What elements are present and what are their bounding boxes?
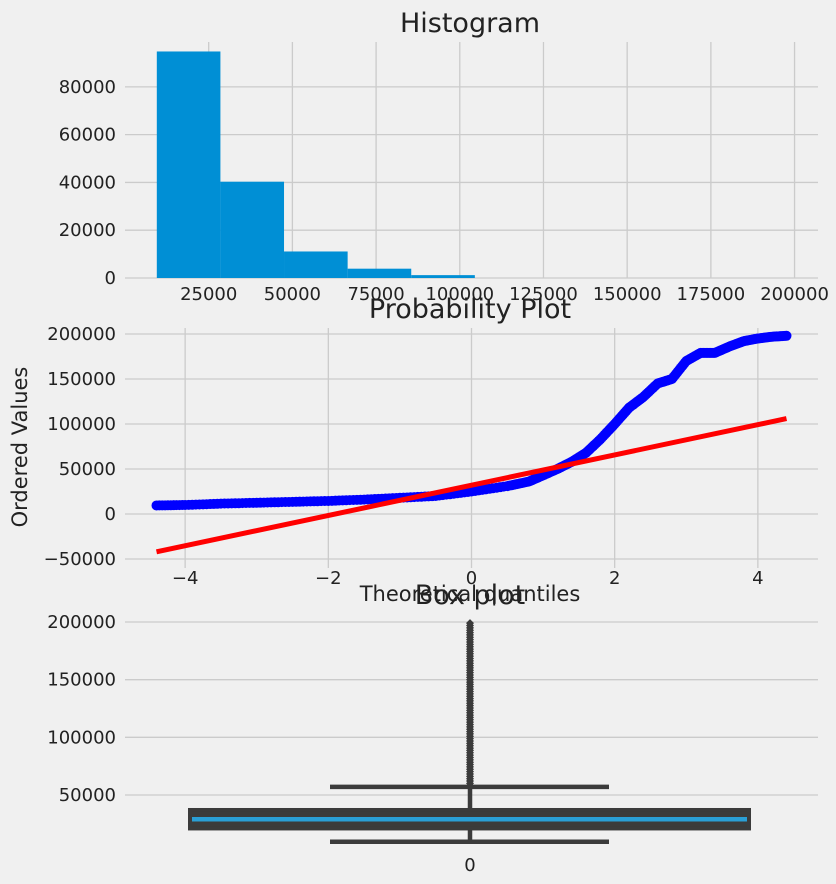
histogram-bar xyxy=(284,251,348,278)
x-tick-label: 25000 xyxy=(180,284,237,305)
x-tick-label: 4 xyxy=(752,568,763,589)
x-tick-label: −2 xyxy=(315,568,342,589)
x-tick-label: 150000 xyxy=(593,284,662,305)
y-tick-label: 50000 xyxy=(59,459,116,480)
y-tick-label: 100000 xyxy=(47,727,116,748)
probability-plot-xlabel: Theoretical quantiles xyxy=(359,582,581,606)
probability-plot-y-ticks: −50000 0 50000 100000 150000 200000 xyxy=(44,324,116,570)
x-tick-label: 125000 xyxy=(509,284,578,305)
histogram-bar xyxy=(411,275,475,278)
x-tick-label: 50000 xyxy=(264,284,321,305)
box-plot-y-ticks: 50000 100000 150000 200000 xyxy=(47,612,116,806)
x-tick-label: 175000 xyxy=(677,284,746,305)
y-tick-label: −50000 xyxy=(44,549,116,570)
outlier-marker xyxy=(466,619,474,628)
histogram-bar xyxy=(156,51,221,279)
x-tick-label: 0 xyxy=(464,855,475,876)
y-tick-label: 150000 xyxy=(47,670,116,691)
probability-plot-axes: −4 −2 0 2 4 −50000 0 50000 100000 150000 200000 T… xyxy=(8,294,818,606)
y-tick-label: 80000 xyxy=(59,77,116,98)
x-tick-label: −4 xyxy=(172,568,199,589)
probability-point xyxy=(781,330,792,341)
histogram-title: Histogram xyxy=(400,8,540,39)
y-tick-label: 200000 xyxy=(47,612,116,633)
histogram-bar xyxy=(220,181,285,278)
histogram-bars xyxy=(156,51,475,279)
y-tick-label: 20000 xyxy=(59,220,116,241)
y-tick-label: 60000 xyxy=(59,125,116,146)
probability-plot-grid xyxy=(125,328,818,568)
fit-line xyxy=(155,416,788,555)
x-tick-label: 75000 xyxy=(347,284,404,305)
y-tick-label: 150000 xyxy=(47,369,116,390)
x-tick-label: 2 xyxy=(609,568,620,589)
histogram-axes: 25000 50000 75000 100000 125000 150000 175000 2… xyxy=(59,8,829,305)
x-tick-label: 100000 xyxy=(425,284,494,305)
x-tick-label: 200000 xyxy=(760,284,829,305)
y-tick-label: 50000 xyxy=(59,785,116,806)
probability-plot-x-ticks: −4 −2 0 2 4 xyxy=(172,568,764,589)
histogram-y-ticks: 0 20000 40000 60000 80000 xyxy=(59,77,116,289)
probability-plot-title: Probability Plot xyxy=(369,294,571,325)
box-plot-title: Box plot xyxy=(415,580,526,611)
y-tick-label: 200000 xyxy=(47,324,116,345)
probability-plot-ylabel: Ordered Values xyxy=(8,367,32,528)
histogram-bar xyxy=(347,268,412,278)
box-plot-box xyxy=(188,619,751,844)
probability-plot-fit-line xyxy=(155,416,788,555)
y-tick-label: 100000 xyxy=(47,414,116,435)
x-tick-label: 0 xyxy=(466,568,477,589)
y-tick-label: 0 xyxy=(105,504,116,525)
y-tick-label: 0 xyxy=(105,268,116,289)
box-plot-x-ticks: 0 xyxy=(464,855,475,876)
y-tick-label: 40000 xyxy=(59,172,116,193)
box-plot-axes: 0 50000 100000 150000 200000 Box plot xyxy=(47,580,818,876)
histogram-x-ticks: 25000 50000 75000 100000 125000 150000 175000 2… xyxy=(180,284,829,305)
